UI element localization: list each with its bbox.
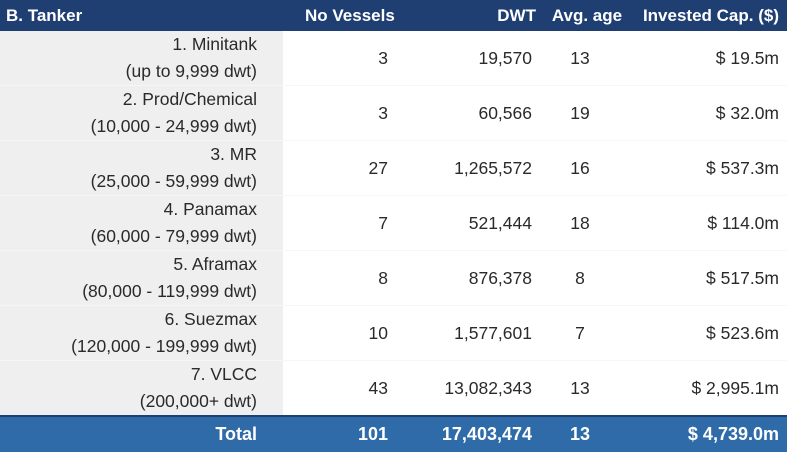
vessels-cell: 43 — [283, 360, 402, 416]
dwt-cell: 60,566 — [402, 85, 542, 141]
invested-cap-cell: $ 523.6m — [632, 305, 787, 361]
vessel-type-cell: 4. Panamax (60,000 - 79,999 dwt) — [0, 195, 283, 251]
total-invested-cap: $ 4,739.0m — [632, 415, 787, 452]
dwt-cell: 1,577,601 — [402, 305, 542, 361]
invested-cap-cell: $ 114.0m — [632, 195, 787, 251]
vessel-type-name: 7. VLCC — [190, 364, 257, 384]
avg-age-cell: 13 — [570, 47, 590, 68]
vessel-type-range: (120,000 - 199,999 dwt) — [71, 336, 257, 356]
vessel-type-range: (10,000 - 24,999 dwt) — [90, 116, 257, 136]
table-row: 6. Suezmax (120,000 - 199,999 dwt) 10 1,… — [0, 305, 787, 361]
vessel-type-range: (80,000 - 119,999 dwt) — [82, 281, 257, 301]
dwt-cell: 1,265,572 — [402, 140, 542, 196]
table-row: 2. Prod/Chemical (10,000 - 24,999 dwt) 3… — [0, 85, 787, 141]
vessel-type-name: 1. Minitank — [172, 34, 257, 54]
table-row: 1. Minitank (up to 9,999 dwt) 3 19,570 1… — [0, 31, 787, 86]
vessel-type-cell: 1. Minitank (up to 9,999 dwt) — [0, 31, 283, 86]
vessel-type-cell: 3. MR (25,000 - 59,999 dwt) — [0, 140, 283, 196]
total-label: Total — [0, 415, 283, 452]
table-row: 3. MR (25,000 - 59,999 dwt) 27 1,265,572… — [0, 140, 787, 196]
vessels-cell: 3 — [378, 47, 388, 68]
total-dwt: 17,403,474 — [402, 415, 542, 452]
avg-age-cell: 19 — [542, 85, 632, 141]
total-avg-age: 13 — [542, 415, 632, 452]
vessels-cell: 3 — [283, 85, 402, 141]
avg-age-cell: 7 — [542, 305, 632, 361]
vessel-type-range: (25,000 - 59,999 dwt) — [90, 171, 257, 191]
header-vessel-type: B. Tanker — [0, 0, 283, 31]
invested-cap-cell: $ 517.5m — [632, 250, 787, 306]
invested-cap-cell: $ 537.3m — [632, 140, 787, 196]
dwt-cell: 521,444 — [402, 195, 542, 251]
total-vessels: 101 — [283, 415, 402, 452]
vessel-type-name: 5. Aframax — [173, 254, 257, 274]
vessel-type-name: 4. Panamax — [163, 199, 257, 219]
vessel-type-range: (up to 9,999 dwt) — [125, 61, 257, 81]
table-row: 7. VLCC (200,000+ dwt) 43 13,082,343 13 … — [0, 360, 787, 416]
dwt-cell: 13,082,343 — [402, 360, 542, 416]
vessel-type-range: (200,000+ dwt) — [139, 391, 257, 411]
invested-cap-cell: $ 19.5m — [715, 47, 779, 68]
vessels-cell: 27 — [283, 140, 402, 196]
dwt-cell: 19,570 — [478, 47, 532, 68]
avg-age-cell: 18 — [542, 195, 632, 251]
vessels-cell: 10 — [283, 305, 402, 361]
header-no-vessels: No Vessels — [283, 0, 402, 31]
avg-age-cell: 8 — [542, 250, 632, 306]
vessels-cell: 7 — [283, 195, 402, 251]
invested-cap-cell: $ 32.0m — [632, 85, 787, 141]
vessel-type-range: (60,000 - 79,999 dwt) — [90, 226, 257, 246]
avg-age-cell: 13 — [542, 360, 632, 416]
vessel-type-cell: 2. Prod/Chemical (10,000 - 24,999 dwt) — [0, 85, 283, 141]
vessel-type-cell: 6. Suezmax (120,000 - 199,999 dwt) — [0, 305, 283, 361]
vessel-type-name: 2. Prod/Chemical — [122, 89, 257, 109]
table-row: 5. Aframax (80,000 - 119,999 dwt) 8 876,… — [0, 250, 787, 306]
header-invested-cap: Invested Cap. ($) — [632, 0, 787, 31]
vessel-type-name: 6. Suezmax — [164, 309, 257, 329]
dwt-cell: 876,378 — [402, 250, 542, 306]
avg-age-cell: 16 — [542, 140, 632, 196]
vessel-type-name: 3. MR — [210, 144, 257, 164]
header-row: B. Tanker No Vessels DWT Avg. age Invest… — [0, 0, 787, 31]
invested-cap-cell: $ 2,995.1m — [632, 360, 787, 416]
vessels-cell: 8 — [283, 250, 402, 306]
vessel-type-cell: 5. Aframax (80,000 - 119,999 dwt) — [0, 250, 283, 306]
header-dwt: DWT — [402, 0, 542, 31]
header-avg-age: Avg. age — [542, 0, 632, 31]
table-row: 4. Panamax (60,000 - 79,999 dwt) 7 521,4… — [0, 195, 787, 251]
total-row: Total 101 17,403,474 13 $ 4,739.0m — [0, 415, 787, 452]
vessel-type-cell: 7. VLCC (200,000+ dwt) — [0, 360, 283, 416]
